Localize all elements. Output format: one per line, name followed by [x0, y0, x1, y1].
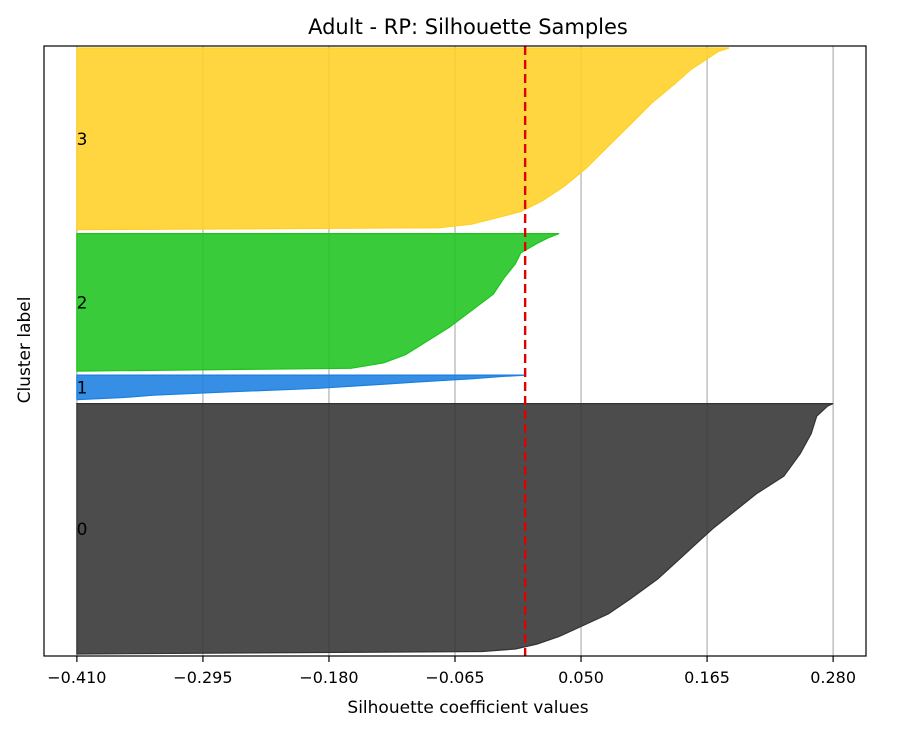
- x-axis-label: Silhouette coefficient values: [347, 698, 588, 718]
- cluster-labels: 0 1 2 3: [77, 130, 88, 540]
- x-tick-label: −0.065: [425, 668, 484, 687]
- y-axis-label: Cluster label: [15, 297, 35, 404]
- cluster-layer: [76, 47, 834, 655]
- x-tick-label: 0.165: [684, 668, 730, 687]
- cluster-label-1: 1: [77, 378, 88, 398]
- cluster-3-silhouette: [76, 47, 730, 232]
- x-tick-label: 0.280: [810, 668, 856, 687]
- x-tick-label: −0.295: [173, 668, 232, 687]
- x-axis-ticks: −0.410 −0.295 −0.180 −0.065 0.050 0.165 0.280: [47, 656, 856, 687]
- x-tick-label: −0.180: [299, 668, 358, 687]
- chart-title: Adult - RP: Silhouette Samples: [308, 15, 628, 39]
- cluster-1-silhouette: [76, 374, 527, 402]
- x-tick-label: −0.410: [47, 668, 106, 687]
- cluster-0-silhouette: [76, 403, 834, 655]
- cluster-2-silhouette: [76, 233, 560, 372]
- cluster-label-0: 0: [77, 520, 88, 540]
- cluster-label-2: 2: [77, 293, 88, 313]
- x-tick-label: 0.050: [558, 668, 604, 687]
- cluster-label-3: 3: [77, 130, 88, 150]
